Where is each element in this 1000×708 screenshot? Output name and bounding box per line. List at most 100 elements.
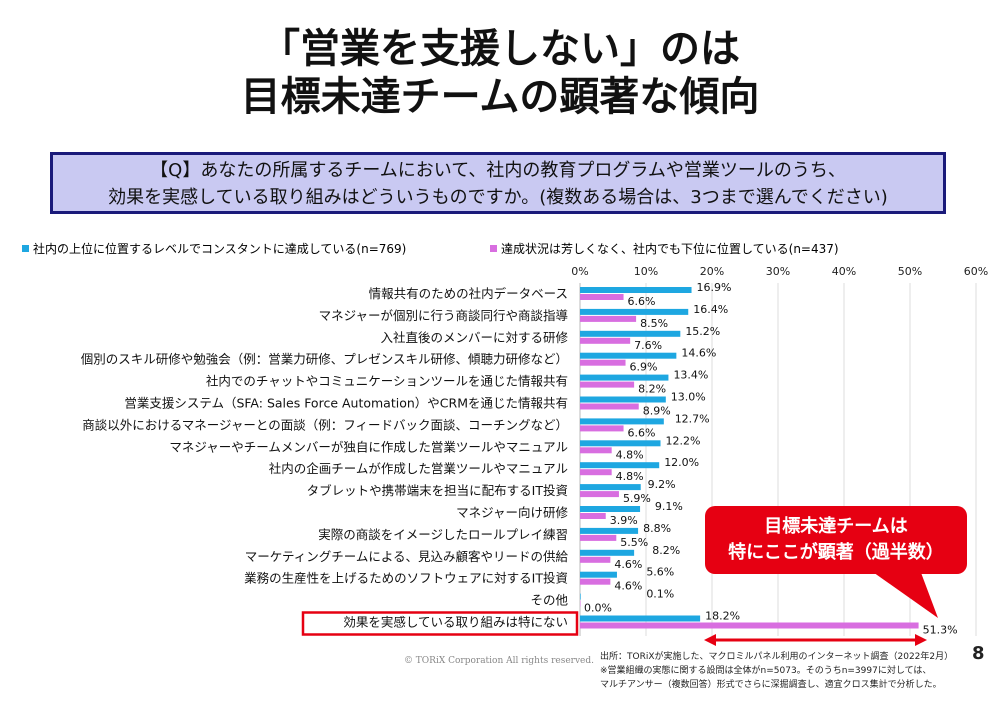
bar-bottom bbox=[580, 622, 919, 629]
category-label: 情報共有のための社内データベース bbox=[369, 286, 568, 301]
data-label: 4.6% bbox=[614, 580, 642, 593]
category-label: 実際の商談をイメージしたロールプレイ練習 bbox=[318, 527, 568, 542]
bar-bottom bbox=[580, 337, 631, 344]
data-label: 9.1% bbox=[655, 500, 683, 513]
data-label: 7.6% bbox=[634, 339, 662, 352]
bar-top bbox=[580, 506, 641, 512]
category-label: タブレットや携帯端末を担当に配布するIT投資 bbox=[307, 483, 568, 498]
callout-tail bbox=[870, 570, 938, 618]
data-label: 5.5% bbox=[620, 536, 648, 549]
bar-top bbox=[580, 484, 641, 491]
bar-top bbox=[580, 527, 639, 534]
data-label: 4.8% bbox=[616, 448, 644, 461]
bar-bottom bbox=[580, 469, 612, 476]
data-label: 8.5% bbox=[640, 317, 668, 330]
arrow-head-right bbox=[915, 634, 927, 646]
data-label: 12.7% bbox=[675, 412, 710, 425]
data-label: 6.6% bbox=[628, 426, 656, 439]
question-line1: 【Q】あなたの所属するチームにおいて、社内の教育プログラムや営業ツールのうち、 bbox=[150, 160, 846, 181]
question-line2: 効果を実感している取り組みはどういうものですか。(複数ある場合は、3つまで選んで… bbox=[108, 187, 888, 208]
data-label: 6.6% bbox=[628, 295, 656, 308]
callout: 目標未達チームは 特にここが顕著（過半数） bbox=[705, 506, 967, 574]
x-tick-label: 60% bbox=[964, 265, 988, 278]
legend-item-bottom: 達成状況は芳しくなく、社内でも下位に位置している(n=437) bbox=[490, 240, 839, 257]
highlight-box bbox=[301, 611, 579, 636]
data-label: 12.2% bbox=[666, 434, 701, 447]
legend-swatch-blue bbox=[22, 245, 29, 252]
bar-top bbox=[580, 287, 692, 293]
data-label: 8.2% bbox=[638, 383, 666, 396]
data-label: 8.8% bbox=[643, 522, 671, 535]
data-label: 13.0% bbox=[671, 391, 706, 404]
data-label: 0.0% bbox=[584, 602, 612, 615]
data-label: 16.9% bbox=[697, 281, 732, 294]
x-tick-label: 10% bbox=[634, 265, 658, 278]
bar-top bbox=[580, 593, 581, 600]
page-number: 8 bbox=[972, 643, 985, 664]
data-label: 9.2% bbox=[648, 478, 676, 491]
category-label: 営業支援システム（SFA: Sales Force Automation）やCR… bbox=[124, 396, 568, 411]
bar-bottom bbox=[580, 381, 635, 388]
bar-top bbox=[580, 396, 666, 403]
bar-top bbox=[580, 571, 617, 578]
data-label: 3.9% bbox=[610, 514, 638, 527]
bar-top bbox=[580, 374, 669, 381]
title-line2: 目標未達チームの顕著な傾向 bbox=[240, 74, 760, 120]
bar-top bbox=[580, 440, 661, 447]
bar-bottom bbox=[580, 315, 637, 322]
legend-label: 社内の上位に位置するレベルでコンスタントに達成している(n=769) bbox=[33, 242, 407, 256]
data-label: 12.0% bbox=[664, 456, 699, 469]
callout-line1: 目標未達チームは bbox=[764, 516, 908, 537]
x-tick-label: 20% bbox=[700, 265, 724, 278]
bar-top bbox=[580, 352, 677, 359]
category-label: マネジャーやチームメンバーが独自に作成した営業ツールやマニュアル bbox=[169, 439, 568, 454]
legend-item-top: 社内の上位に位置するレベルでコンスタントに達成している(n=769) bbox=[22, 240, 406, 257]
bar-bottom bbox=[580, 359, 626, 366]
category-label: 社内でのチャットやコミュニケーションツールを通じた情報共有 bbox=[206, 374, 568, 389]
legend-swatch-pink bbox=[490, 245, 497, 252]
bar-bottom bbox=[580, 294, 624, 300]
x-tick-label: 40% bbox=[832, 265, 856, 278]
bar-bottom bbox=[580, 578, 611, 585]
source-line2: ※営業組織の実態に関する設問は全体がn=5073。そのうちn=3997に対しては… bbox=[600, 666, 932, 676]
category-label: 個別のスキル研修や勉強会（例：営業力研修、プレゼンスキル研修、傾聴力研修など） bbox=[81, 352, 568, 367]
category-label: マネジャーが個別に行う商談同行や商談指導 bbox=[319, 308, 568, 323]
data-label: 4.8% bbox=[616, 470, 644, 483]
copyright: © TORiX Corporation All rights reserved. bbox=[403, 656, 594, 666]
source-line1: 出所：TORiXが実施した、マクロミルパネル利用のインターネット調査（2022年… bbox=[600, 652, 954, 662]
title-line1: 「営業を支援しない」のは bbox=[260, 26, 740, 72]
data-label: 8.2% bbox=[652, 544, 680, 557]
data-label: 4.6% bbox=[614, 558, 642, 571]
category-label: 効果を実感している取り組みは特にない bbox=[343, 615, 568, 630]
category-label: 業務の生産性を上げるためのソフトウェアに対するIT投資 bbox=[244, 571, 568, 586]
bar-top bbox=[580, 549, 635, 556]
data-label: 18.2% bbox=[705, 610, 740, 623]
legend-label: 達成状況は芳しくなく、社内でも下位に位置している(n=437) bbox=[501, 242, 839, 256]
bar-bottom bbox=[580, 425, 624, 432]
x-tick-label: 0% bbox=[571, 265, 588, 278]
data-label: 16.4% bbox=[693, 303, 728, 316]
bar-bottom bbox=[580, 556, 611, 563]
bar-top bbox=[580, 615, 701, 622]
bar-bottom bbox=[580, 600, 581, 607]
data-label: 15.2% bbox=[685, 325, 720, 338]
source-line3: マルチアンサー（複数回答）形式でさらに深掘調査し、適宜クロス集計で分析した。 bbox=[600, 680, 942, 690]
data-label: 5.9% bbox=[623, 492, 651, 505]
bar-top bbox=[580, 330, 681, 337]
data-label: 13.4% bbox=[673, 369, 708, 382]
x-tick-label: 50% bbox=[898, 265, 922, 278]
x-tick-label: 30% bbox=[766, 265, 790, 278]
category-label: 商談以外におけるマネージャーとの面談（例：フィードバック面談、コーチングなど） bbox=[82, 417, 568, 432]
bar-bottom bbox=[580, 534, 617, 541]
data-label: 8.9% bbox=[643, 405, 671, 418]
bar-top bbox=[580, 462, 660, 469]
category-label: 入社直後のメンバーに対する研修 bbox=[380, 330, 568, 345]
data-label: 5.6% bbox=[646, 566, 674, 579]
data-label: 0.1% bbox=[646, 588, 674, 601]
bar-top bbox=[580, 418, 664, 425]
bar-top bbox=[580, 308, 689, 315]
data-label: 14.6% bbox=[681, 347, 716, 360]
callout-line2: 特にここが顕著（過半数） bbox=[728, 542, 944, 563]
bar-bottom bbox=[580, 513, 606, 519]
